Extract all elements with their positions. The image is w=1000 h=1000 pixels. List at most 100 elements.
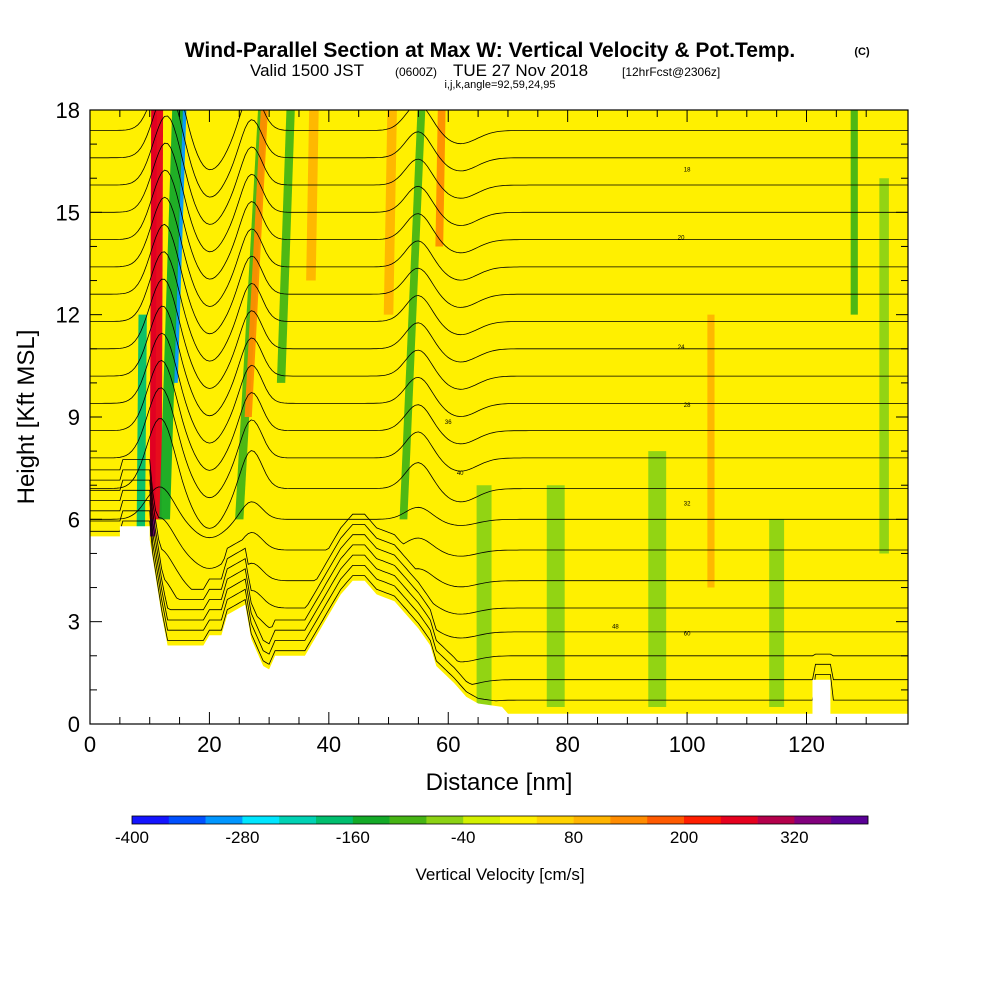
grid-indices-label: i,j,k,angle=92,59,24,95 <box>444 79 555 91</box>
y-tick-label: 0 <box>68 712 80 737</box>
velocity-feature-10 <box>399 110 426 520</box>
colorbar-swatch <box>389 816 427 824</box>
colorbar-swatch <box>205 816 243 824</box>
x-tick-label: 120 <box>788 732 825 757</box>
colorbar-swatch <box>463 816 501 824</box>
theta-contour-line-14 <box>90 251 908 362</box>
colorbar-swatch <box>279 816 317 824</box>
colorbar-swatch <box>831 816 869 824</box>
theta-contour-label: 18 <box>684 167 691 173</box>
theta-contour-line-13 <box>90 278 908 389</box>
theta-contour-label: 20 <box>678 236 685 242</box>
theta-contour-line-0 <box>90 520 908 702</box>
forecast-label: [12hrFcst@2306z] <box>622 65 720 79</box>
valid-date-label: TUE 27 Nov 2018 <box>453 61 588 80</box>
velocity-feature-13 <box>546 485 565 707</box>
theta-contour-line-11 <box>90 332 908 444</box>
velocity-feature-4 <box>136 314 147 537</box>
velocity-feature-9 <box>383 110 397 315</box>
valid-time-label: Valid 1500 JST <box>250 61 364 80</box>
x-axis-label: Distance [nm] <box>426 769 573 796</box>
colorbar-swatch <box>500 816 538 824</box>
terrain-mask <box>90 526 908 724</box>
colorbar-swatch <box>573 816 611 824</box>
velocity-feature-3 <box>159 110 183 520</box>
velocity-feature-11 <box>435 110 446 247</box>
x-tick-label: 100 <box>669 732 706 757</box>
x-tick-label: 20 <box>197 732 221 757</box>
colorbar-swatch <box>647 816 685 824</box>
y-tick-label: 15 <box>56 200 80 225</box>
theta-contour-line-19 <box>90 115 908 225</box>
colorbar-swatch <box>720 816 758 824</box>
valid-utc-label: (0600Z) <box>395 65 437 79</box>
theta-contour-line-8 <box>90 418 908 529</box>
theta-contour-label: 36 <box>445 420 452 426</box>
velocity-feature-18 <box>879 178 889 554</box>
velocity-feature-1 <box>149 110 164 520</box>
velocity-feature-14 <box>648 451 667 707</box>
velocity-feature-12 <box>476 485 492 707</box>
colorbar-label: Vertical Velocity [cm/s] <box>415 865 584 884</box>
y-tick-label: 9 <box>68 405 80 430</box>
colorbar-tick-label: -280 <box>225 828 259 847</box>
theta-contour-label: 24 <box>678 345 685 351</box>
theta-contour-label: 48 <box>612 624 619 630</box>
y-tick-label: 18 <box>56 98 80 123</box>
theta-contour-line-3 <box>90 489 908 639</box>
y-tick-label: 3 <box>68 610 80 635</box>
theta-contour-line-4 <box>90 479 908 615</box>
velocity-feature-8 <box>306 110 319 281</box>
colorbar-swatch <box>242 816 280 824</box>
velocity-feature-7 <box>276 110 295 383</box>
colorbar-swatch <box>168 816 206 824</box>
theta-contour-line-7 <box>90 486 908 539</box>
velocity-feature-16 <box>769 519 785 707</box>
theta-contour-label: 40 <box>457 471 464 477</box>
x-tick-label: 80 <box>555 732 579 757</box>
colorbar-swatch <box>794 816 832 824</box>
theta-contour-line-1 <box>90 510 908 685</box>
colorbar-swatch <box>426 816 464 824</box>
theta-contour-label: 60 <box>684 631 691 637</box>
theta-contour-line-9 <box>90 387 908 499</box>
colorbar-tick-label: -400 <box>115 828 149 847</box>
colorbar-swatch <box>536 816 574 824</box>
chart-title: Wind-Parallel Section at Max W: Vertical… <box>185 39 796 62</box>
copyright-mark: (C) <box>854 46 870 58</box>
theta-contour-line-16 <box>90 196 908 307</box>
colorbar-tick-label: 320 <box>780 828 808 847</box>
colorbar-swatch <box>352 816 390 824</box>
velocity-feature-15 <box>707 314 715 588</box>
theta-contour-labels: 18 20 24 28 32 36 40 48 60 <box>445 167 691 637</box>
y-axis-label: Height [Kft MSL] <box>13 330 40 505</box>
colorbar <box>131 815 869 825</box>
x-tick-label: 60 <box>436 732 460 757</box>
y-tick-label: 12 <box>56 303 80 328</box>
y-tick-label: 6 <box>68 507 80 532</box>
colorbar-frame <box>131 815 869 825</box>
theta-contour-label: 32 <box>684 502 691 508</box>
colorbar-tick-label: 200 <box>670 828 698 847</box>
x-tick-label: 0 <box>84 732 96 757</box>
x-tick-label: 40 <box>317 732 341 757</box>
colorbar-ticks: -400 -280 -160 -40 80 200 320 <box>115 828 809 847</box>
x-axis-ticks: 0 20 40 60 80 100 120 <box>84 110 867 757</box>
theta-contour-line-10 <box>90 359 908 471</box>
colorbar-tick-label: -40 <box>451 828 476 847</box>
theta-contour-line-20 <box>90 110 908 198</box>
colorbar-swatch <box>132 816 170 824</box>
colorbar-tick-label: -160 <box>336 828 370 847</box>
theta-contour-line-18 <box>90 142 908 253</box>
theta-contour-line-21 <box>90 110 908 171</box>
colorbar-swatch <box>757 816 795 824</box>
colorbar-swatch <box>316 816 354 824</box>
colorbar-tick-label: 80 <box>564 828 583 847</box>
theta-contour-line-2 <box>90 500 908 663</box>
theta-contour-line-6 <box>90 459 908 569</box>
plot-area: 18 20 24 28 32 36 40 48 60 <box>90 110 908 724</box>
theta-contour-line-12 <box>90 305 908 417</box>
theta-contour-line-17 <box>90 169 908 280</box>
